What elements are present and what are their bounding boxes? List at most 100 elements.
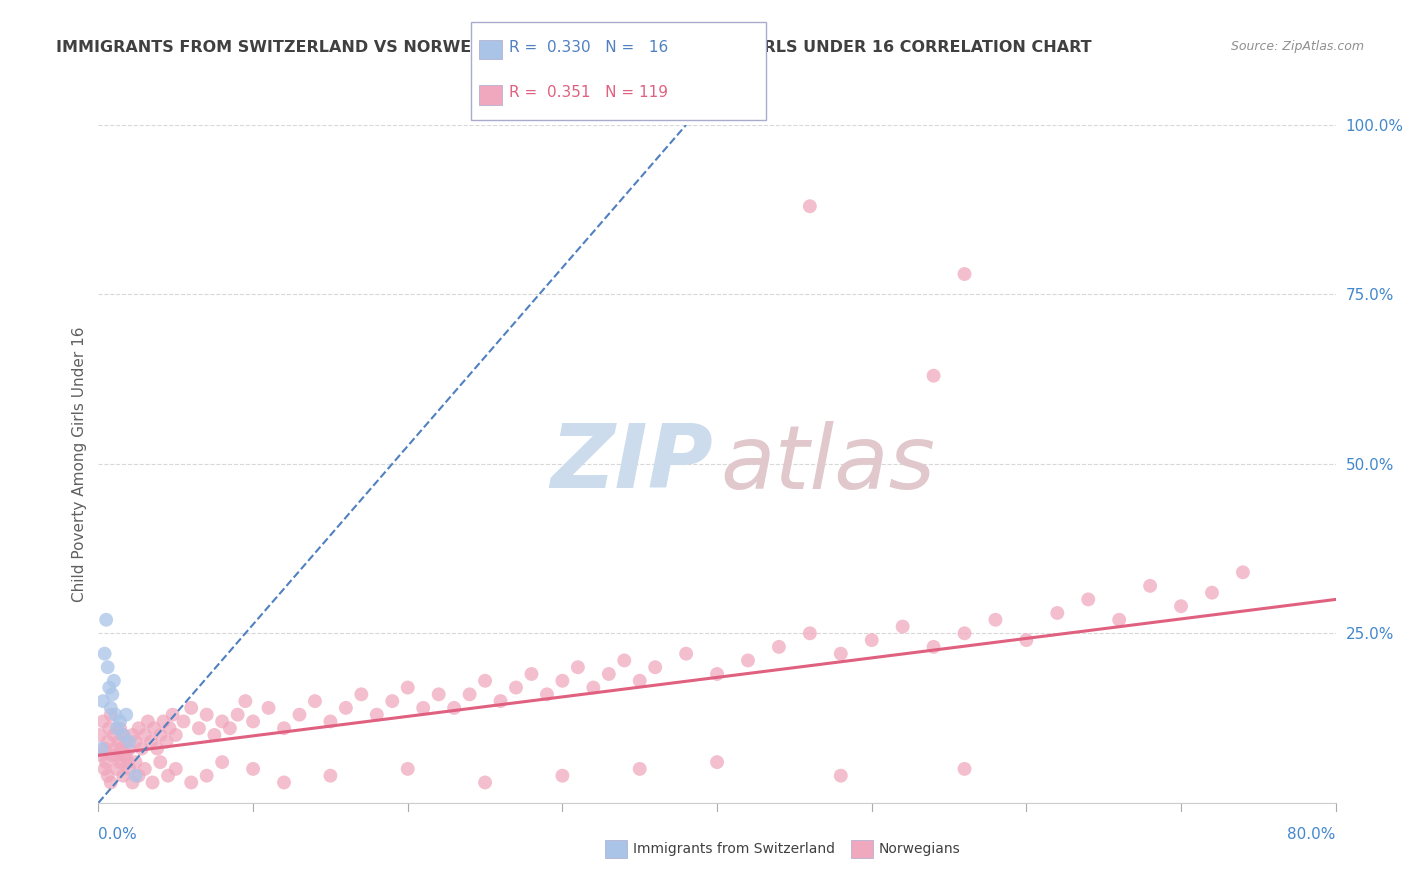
Point [706,667,728,681]
Point [108,755,131,769]
Point [644,660,666,674]
Point [598,667,620,681]
Point [675,647,697,661]
Point [103,673,125,688]
Point [520,667,543,681]
Point [112,769,135,783]
Point [115,735,138,749]
Point [551,673,574,688]
Point [131,741,153,756]
Point [1108,613,1130,627]
Point [706,755,728,769]
Point [104,707,127,722]
Point [505,681,527,695]
Text: Immigrants from Switzerland: Immigrants from Switzerland [633,842,835,856]
Point [1170,599,1192,614]
Point [922,640,945,654]
Point [953,267,976,281]
Text: R =  0.351   N = 119: R = 0.351 N = 119 [509,85,668,100]
Point [226,707,249,722]
Point [108,714,131,729]
Point [105,721,128,735]
Text: ZIP: ZIP [551,420,713,508]
Point [128,721,150,735]
Point [180,701,202,715]
Point [90,741,112,756]
Point [100,775,122,789]
Point [891,619,914,633]
Point [304,694,326,708]
Point [396,681,419,695]
Point [458,687,481,701]
Point [146,741,169,756]
Point [112,728,135,742]
Point [162,707,184,722]
Point [107,735,129,749]
Point [366,707,388,722]
Point [860,633,883,648]
Point [139,735,162,749]
Point [117,755,139,769]
Point [112,728,135,742]
Point [319,769,342,783]
Point [103,728,125,742]
Point [100,707,122,722]
Point [233,694,257,708]
Point [799,626,821,640]
Point [211,714,233,729]
Point [628,673,651,688]
Point [128,769,150,783]
Point [108,721,131,735]
Point [335,701,357,715]
Point [89,728,111,742]
Point [582,681,605,695]
Point [381,694,404,708]
Point [121,775,143,789]
Point [136,714,159,729]
Point [984,613,1007,627]
Point [953,626,976,640]
Point [922,368,945,383]
Point [172,714,194,729]
Text: Source: ZipAtlas.com: Source: ZipAtlas.com [1230,40,1364,54]
Point [165,728,187,742]
Point [97,660,120,674]
Point [101,687,124,701]
Point [157,769,180,783]
Point [90,748,112,763]
Point [105,748,128,763]
Point [143,721,166,735]
Point [1201,585,1223,599]
Point [242,762,264,776]
Point [273,775,295,789]
Point [118,735,141,749]
Point [273,721,295,735]
Point [195,769,218,783]
Point [124,755,146,769]
Point [134,728,156,742]
Point [91,714,114,729]
Point [551,769,574,783]
Point [165,762,187,776]
Point [104,741,127,756]
Text: 80.0%: 80.0% [1288,827,1336,841]
Point [118,762,141,776]
Point [91,694,114,708]
Point [768,640,790,654]
Point [96,613,118,627]
Point [100,701,122,715]
Point [211,755,233,769]
Point [830,769,852,783]
Point [257,701,280,715]
Point [93,762,115,776]
Point [98,681,121,695]
Point [219,721,242,735]
Point [536,687,558,701]
Point [242,714,264,729]
Point [97,769,120,783]
Point [155,735,177,749]
Point [628,762,651,776]
Text: 0.0%: 0.0% [98,827,138,841]
Point [111,741,132,756]
Point [152,714,174,729]
